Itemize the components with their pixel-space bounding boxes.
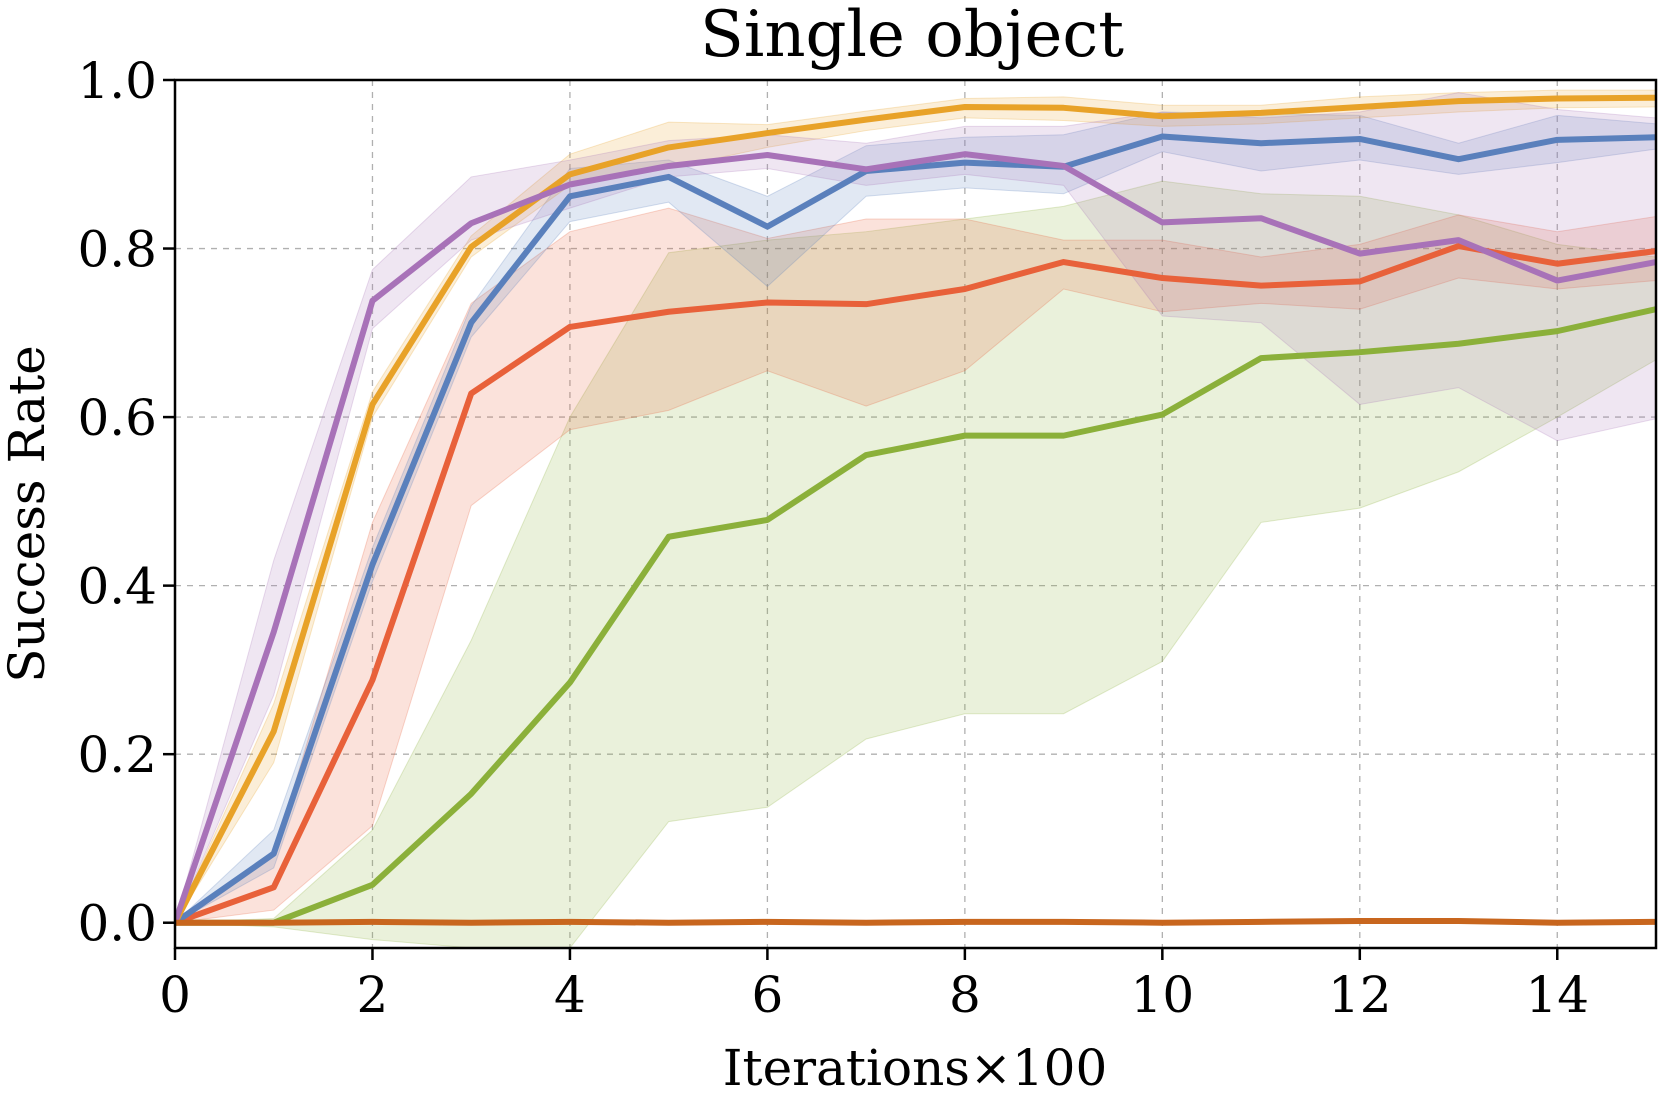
- chart-title: Single object: [700, 0, 1124, 72]
- confidence-bands: [175, 89, 1656, 948]
- y-tick-label: 0.2: [77, 726, 157, 784]
- x-tick-label: 6: [751, 966, 783, 1024]
- x-tick-label: 0: [159, 966, 191, 1024]
- y-tick-label: 0.8: [77, 221, 157, 279]
- x-tick-label: 4: [554, 966, 586, 1024]
- plot-frame: [173, 78, 1658, 950]
- series-line-red: [175, 243, 1656, 926]
- x-axis-label: Iterations×100: [723, 1039, 1108, 1097]
- x-axis-ticks: 0 2 4 6 8 10 12 14: [159, 948, 1589, 1024]
- y-axis-ticks: 0.0 0.2 0.4 0.6 0.8 1.0: [77, 52, 175, 953]
- x-tick-label: 12: [1328, 966, 1392, 1024]
- y-tick-label: 0.0: [77, 895, 157, 953]
- series-line-green: [175, 306, 1656, 926]
- x-tick-label: 8: [949, 966, 981, 1024]
- y-tick-label: 1.0: [77, 52, 157, 110]
- x-tick-label: 10: [1131, 966, 1195, 1024]
- y-tick-label: 0.6: [77, 389, 157, 447]
- y-axis-label: Success Rate: [0, 345, 56, 683]
- x-tick-label: 14: [1525, 966, 1589, 1024]
- band-green: [175, 180, 1656, 948]
- band-red: [175, 207, 1656, 924]
- band-purple: [175, 92, 1656, 923]
- series-line-orange: [175, 94, 1656, 926]
- series-lines: [175, 94, 1656, 926]
- y-tick-label: 0.4: [77, 558, 157, 616]
- x-tick-label: 2: [357, 966, 389, 1024]
- series-line-purple: [175, 151, 1656, 926]
- series-line-blue: [175, 133, 1656, 926]
- series-line-brown: [175, 918, 1656, 926]
